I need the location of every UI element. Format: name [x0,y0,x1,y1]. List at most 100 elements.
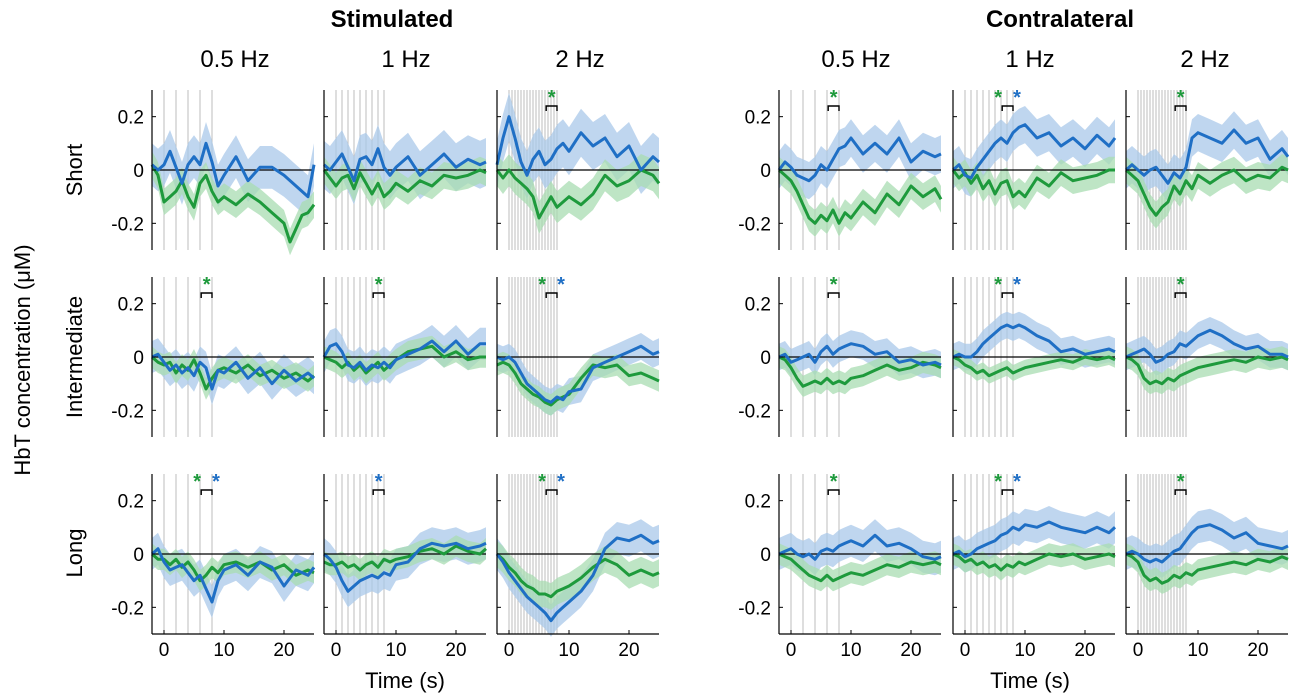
blue-series-line [323,147,487,183]
column-title-stim-2hz: 2 Hz [555,46,604,73]
x-tick-label: 20 [273,640,294,661]
significance-bracket [545,292,558,298]
significance-star-green: * [193,471,201,493]
significance-star-green: * [538,274,546,296]
y-tick-label: 0 [133,161,144,182]
column-title-stim-0.5hz: 0.5 Hz [200,46,269,73]
significance-bracket [1174,292,1187,298]
significance-star-green: * [1177,274,1185,296]
panel-stimulated-1-hz-intermediate: * [322,274,486,437]
blue-series-line [151,547,316,604]
x-tick-label: 20 [900,640,921,661]
significance-star-green: * [830,471,838,493]
blue-series-line [495,115,660,177]
blue-series-line [495,533,660,623]
significance-star-blue: * [212,471,220,493]
column-title-contra-1hz: 1 Hz [1005,46,1054,73]
significance-star-blue: * [557,274,565,296]
x-tick-label: 0 [960,640,971,661]
x-tick-label: 10 [213,640,234,661]
blue-band [1126,508,1288,578]
panel-grid: -0.200.2*-0.200.2* * * *-0.200.2* * * *-0.200.… [111,87,1289,661]
green-band [1126,154,1288,229]
significance-star-green: * [830,87,838,109]
y-tick-label: 0.2 [745,492,771,513]
x-tick-label: 20 [1074,640,1095,661]
blue-series-line [777,136,942,183]
panel-contralateral-0-5-hz-short: -0.2 0 0.2 * [738,87,943,250]
column-title-contra-2hz: 2 Hz [1180,46,1229,73]
panel-contralateral-2-hz-long: 0 10 20 * [1125,471,1289,661]
panel-contralateral-0-5-hz-intermediate: -0.2 0 0.2 * [738,274,942,437]
blue-series-line [496,344,660,404]
blue-series-line [952,123,1117,180]
green-series-line [778,552,942,583]
row-label-intermediate: Intermediate [62,296,87,418]
y-tick-label: 0.2 [745,295,771,316]
x-tick-label: 10 [840,640,861,661]
blue-band [779,519,941,576]
blue-series-line [1125,523,1289,564]
panel-stimulated-2-hz-short: * [495,87,661,250]
green-series-line [323,544,487,572]
green-series-line [952,552,1116,572]
y-tick-label: 0 [133,348,144,369]
green-series-line [496,360,660,407]
significance-bracket [200,489,213,495]
y-tick-label: 0 [760,348,771,369]
green-series-line [322,168,487,199]
significance-bracket [372,489,385,495]
green-series-line [778,168,943,225]
blue-series-line [952,323,1116,359]
significance-bracket [1174,489,1187,495]
significance-bracket [372,292,385,298]
group-title-stimulated: Stimulated [331,6,454,33]
blue-band [324,124,486,205]
significance-star-blue: * [1013,87,1021,109]
x-tick-label: 20 [1247,640,1268,661]
x-axis-label-contralateral: Time (s) [990,668,1070,693]
column-title-stim-1hz: 1 Hz [381,46,430,73]
panel-contralateral-0-5-hz-long: -0.2 0 0.2 0 10 20 * [738,471,942,661]
significance-star-blue: * [1013,274,1021,296]
blue-series-line [952,520,1117,559]
green-series-line [496,552,660,599]
green-series-line [495,168,661,220]
panel-stimulated-0-5-hz-short: -0.2 0 0.2 [111,90,316,256]
significance-star-blue: * [1013,471,1021,493]
significance-star-green: * [203,274,211,296]
x-tick-label: 0 [504,640,515,661]
significance-star-green: * [994,87,1002,109]
panel-stimulated-2-hz-long: 0 10 20 * * [495,471,660,661]
column-title-contra-0.5hz: 0.5 Hz [821,46,890,73]
blue-series-line [322,339,486,372]
x-tick-label: 10 [1014,640,1035,661]
x-tick-label: 20 [618,640,639,661]
y-tick-label: 0 [760,545,771,566]
x-tick-label: 0 [1133,640,1144,661]
significance-star-blue: * [557,471,565,493]
green-series-line [1125,552,1289,585]
panel-stimulated-0-5-hz-intermediate: -0.2 0 0.2 * [111,274,315,437]
significance-star-green: * [994,274,1002,296]
significance-bracket [1174,105,1187,111]
blue-band [953,106,1115,197]
y-tick-label: 0.2 [745,108,771,129]
significance-bracket [545,105,558,111]
panel-stimulated-1-hz-short [322,90,487,250]
panel-contralateral-2-hz-intermediate: * [1125,274,1289,437]
green-series-line [151,552,315,583]
x-tick-label: 20 [445,640,466,661]
x-axis-label-stimulated: Time (s) [365,668,445,693]
blue-series-line [1125,128,1289,185]
y-tick-label: -0.2 [111,401,144,422]
significance-star-green: * [1177,87,1185,109]
panel-contralateral-1-hz-short: * * [951,87,1117,250]
green-series-line [951,168,1115,199]
panel-stimulated-0-5-hz-long: -0.2 0 0.2 0 10 20 * * [111,471,316,661]
panel-stimulated-2-hz-intermediate: * * [496,274,660,437]
blue-series-line [778,533,942,561]
row-label-short: Short [62,144,87,197]
significance-bracket [827,489,840,495]
